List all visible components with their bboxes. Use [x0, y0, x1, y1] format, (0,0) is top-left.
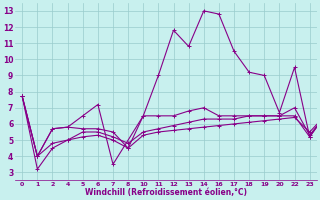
X-axis label: Windchill (Refroidissement éolien,°C): Windchill (Refroidissement éolien,°C) [85, 188, 247, 197]
